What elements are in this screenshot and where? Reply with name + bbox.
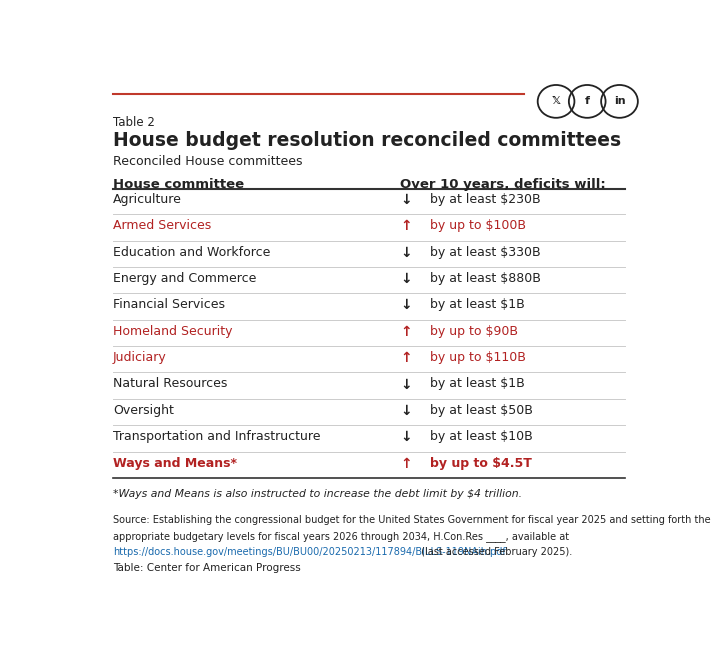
Text: ↑: ↑ — [400, 325, 412, 339]
Text: by up to $90B: by up to $90B — [430, 325, 518, 338]
Text: Education and Workforce: Education and Workforce — [113, 245, 271, 258]
Text: Table: Center for American Progress: Table: Center for American Progress — [113, 563, 301, 572]
Text: ↑: ↑ — [400, 351, 412, 365]
Text: by at least $880B: by at least $880B — [430, 272, 541, 285]
Text: ↓: ↓ — [400, 404, 412, 418]
Text: by at least $10B: by at least $10B — [430, 430, 533, 443]
Text: Source: Establishing the congressional budget for the United States Government f: Source: Establishing the congressional b… — [113, 515, 711, 525]
Text: Oversight: Oversight — [113, 404, 174, 417]
Text: ↑: ↑ — [400, 219, 412, 233]
Text: House committee: House committee — [113, 178, 244, 191]
Text: Homeland Security: Homeland Security — [113, 325, 233, 338]
Text: Judiciary: Judiciary — [113, 351, 167, 364]
Text: by up to $100B: by up to $100B — [430, 219, 526, 233]
Text: ↓: ↓ — [400, 430, 412, 444]
Text: Table 2: Table 2 — [113, 116, 155, 129]
Text: Over 10 years, deficits will:: Over 10 years, deficits will: — [400, 178, 606, 191]
Text: appropriate budgetary levels for fiscal years 2026 through 2034, H.Con.Res ____,: appropriate budgetary levels for fiscal … — [113, 530, 569, 541]
Text: Agriculture: Agriculture — [113, 193, 182, 206]
Text: Ways and Means*: Ways and Means* — [113, 457, 237, 470]
Text: by up to $110B: by up to $110B — [430, 351, 526, 364]
Text: by at least $330B: by at least $330B — [430, 245, 541, 258]
Text: by at least $50B: by at least $50B — [430, 404, 533, 417]
Text: by at least $1B: by at least $1B — [430, 377, 525, 390]
Text: ↓: ↓ — [400, 272, 412, 286]
Text: ↓: ↓ — [400, 245, 412, 260]
Text: ↓: ↓ — [400, 377, 412, 391]
Text: https://docs.house.gov/meetings/BU/BU00/20250213/117894/BILLS-119NAih.pdf: https://docs.house.gov/meetings/BU/BU00/… — [113, 547, 506, 557]
Text: Reconciled House committees: Reconciled House committees — [113, 154, 302, 167]
Text: ↓: ↓ — [400, 298, 412, 313]
Text: ↓: ↓ — [400, 193, 412, 207]
Text: by at least $1B: by at least $1B — [430, 298, 525, 311]
Text: Natural Resources: Natural Resources — [113, 377, 228, 390]
Text: by up to $4.5T: by up to $4.5T — [430, 457, 532, 470]
Text: *Ways and Means is also instructed to increase the debt limit by $4 trillion.: *Ways and Means is also instructed to in… — [113, 489, 522, 499]
Text: Transportation and Infrastructure: Transportation and Infrastructure — [113, 430, 321, 443]
Text: by at least $230B: by at least $230B — [430, 193, 541, 206]
Text: 𝕏: 𝕏 — [551, 96, 561, 107]
Text: f: f — [584, 96, 589, 107]
Text: Armed Services: Armed Services — [113, 219, 211, 233]
Text: House budget resolution reconciled committees: House budget resolution reconciled commi… — [113, 130, 621, 150]
Text: Energy and Commerce: Energy and Commerce — [113, 272, 256, 285]
Text: ↑: ↑ — [400, 457, 412, 470]
Text: Financial Services: Financial Services — [113, 298, 225, 311]
Text: in: in — [614, 96, 625, 107]
Text: (last accessed February 2025).: (last accessed February 2025). — [418, 547, 572, 557]
